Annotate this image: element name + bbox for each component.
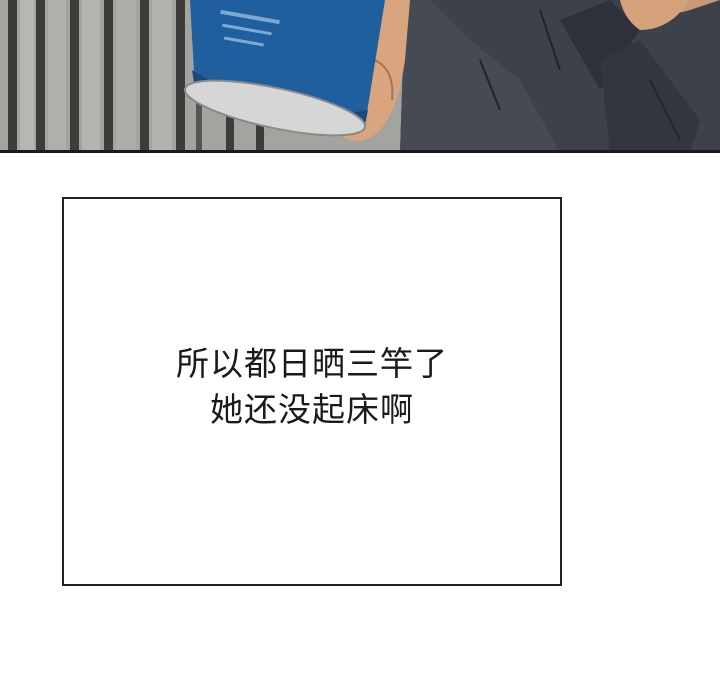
character-shirt — [400, 0, 720, 150]
drink-can — [183, 0, 385, 137]
narration-line-2: 她还没起床啊 — [210, 390, 414, 429]
narration-box: 所以都日晒三竿了 她还没起床啊 — [62, 197, 562, 586]
comic-panel-top — [0, 0, 720, 153]
narration-text: 所以都日晒三竿了 她还没起床啊 — [64, 341, 560, 433]
character-neck — [620, 0, 690, 30]
narration-line-1: 所以都日晒三竿了 — [176, 344, 448, 383]
panel-illustration — [0, 0, 720, 150]
